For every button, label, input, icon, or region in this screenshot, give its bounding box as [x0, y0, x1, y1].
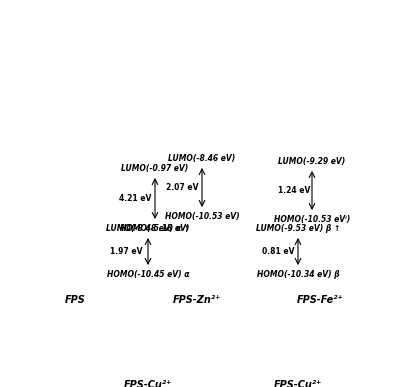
Text: 2.07 eV: 2.07 eV [166, 183, 198, 192]
Text: LUMO(-8.46 eV): LUMO(-8.46 eV) [168, 154, 236, 163]
Text: 1.24 eV: 1.24 eV [278, 186, 310, 195]
Text: LUMO(-0.97 eV): LUMO(-0.97 eV) [121, 164, 189, 173]
Text: LUMO(-8.48 eV) α ↑: LUMO(-8.48 eV) α ↑ [106, 224, 190, 233]
Text: FPS-Cu²⁺: FPS-Cu²⁺ [274, 380, 322, 387]
Text: HOMO(-10.45 eV) α: HOMO(-10.45 eV) α [107, 270, 189, 279]
Text: FPS: FPS [65, 295, 85, 305]
Text: LUMO(-9.29 eV): LUMO(-9.29 eV) [278, 157, 346, 166]
Text: 0.81 eV: 0.81 eV [262, 247, 294, 256]
Text: FPS-Zn²⁺: FPS-Zn²⁺ [173, 295, 221, 305]
Text: LUMO(-9.53 eV) β ↑: LUMO(-9.53 eV) β ↑ [256, 224, 340, 233]
Text: FPS-Fe²⁺: FPS-Fe²⁺ [297, 295, 343, 305]
Text: 4.21 eV: 4.21 eV [119, 194, 151, 203]
Text: HOMO(-10.53 eV): HOMO(-10.53 eV) [165, 212, 239, 221]
Text: HOMO(-10.53 eVⁱ): HOMO(-10.53 eVⁱ) [274, 215, 350, 224]
Text: HOMO(-5.18 eV): HOMO(-5.18 eV) [120, 224, 190, 233]
Text: 1.97 eV: 1.97 eV [110, 247, 142, 256]
Text: FPS-Cu²⁺: FPS-Cu²⁺ [124, 380, 172, 387]
Text: HOMO(-10.34 eV) β: HOMO(-10.34 eV) β [257, 270, 339, 279]
